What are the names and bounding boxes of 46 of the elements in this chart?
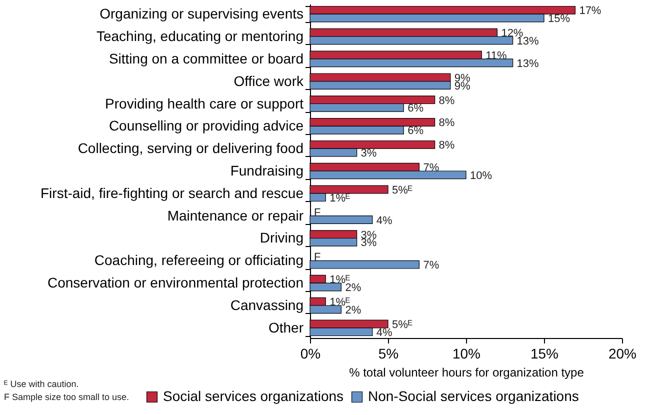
data-label: 9%: [454, 80, 471, 92]
y-tick-label: Other: [268, 319, 304, 336]
legend-label: Non-Social services organizations: [368, 388, 579, 404]
y-tick-label: Office work: [234, 72, 304, 89]
data-label: 5%ᴱ: [392, 318, 413, 331]
x-tick-label: 5%: [378, 346, 399, 362]
data-label: 2%: [345, 282, 362, 294]
y-tick-label: Providing health care or support: [105, 95, 304, 112]
text: ᴱ Use with caution.: [4, 378, 80, 391]
data-label: 2%: [345, 304, 362, 316]
text: F: [314, 252, 321, 264]
y-tick-label: Maintenance or repair: [167, 207, 304, 224]
y-tick-label: First-aid, fire-fighting or search and rescue: [40, 184, 304, 201]
data-label: 15%: [548, 13, 570, 26]
y-tick-label: Conservation or environmental protection: [47, 274, 304, 291]
data-label: 6%: [408, 102, 424, 115]
x-tick-label: 20%: [608, 346, 637, 362]
x-tick-label: 10%: [452, 346, 481, 362]
y-tick-label: Counselling or providing advice: [108, 118, 304, 134]
data-label: 13%: [516, 58, 540, 70]
data-label: 8%: [438, 94, 455, 107]
y-tick-label: Sitting on a committee or board: [108, 50, 304, 66]
y-tick-label: Driving: [260, 230, 304, 246]
y-tick-label: Teaching, educating or mentoring: [96, 28, 304, 44]
data-label: 17%: [579, 5, 602, 18]
data-label: 7%: [423, 260, 440, 272]
y-tick-label: Organizing or supervising events: [100, 6, 304, 22]
x-axis-title: % total volunteer hours for organization type: [349, 366, 584, 380]
data-label: 1%ᴱ: [330, 192, 350, 204]
y-tick-label: Collecting, serving or delivering food: [78, 140, 304, 156]
y-tick-label: Coaching, refereeing or officiating: [94, 252, 304, 268]
data-label: 5%ᴱ: [392, 184, 413, 196]
data-label: 8%: [438, 140, 455, 152]
data-label: 8%: [438, 117, 455, 130]
x-tick-label: 0%: [300, 346, 321, 362]
data-label: 10%: [470, 170, 492, 182]
data-label: 4%: [376, 326, 393, 339]
data-label: 3%: [360, 237, 377, 250]
y-tick-label: Fundraising: [230, 162, 304, 178]
data-label: 6%: [408, 125, 424, 138]
x-tick-label: 15%: [530, 346, 559, 362]
data-label: 4%: [376, 214, 393, 227]
legend-label: Social services organizations: [163, 388, 344, 404]
data-label: 3%: [360, 148, 377, 160]
text: F Sample size too small to use.: [4, 391, 130, 404]
y-tick-label: Canvassing: [230, 296, 304, 313]
